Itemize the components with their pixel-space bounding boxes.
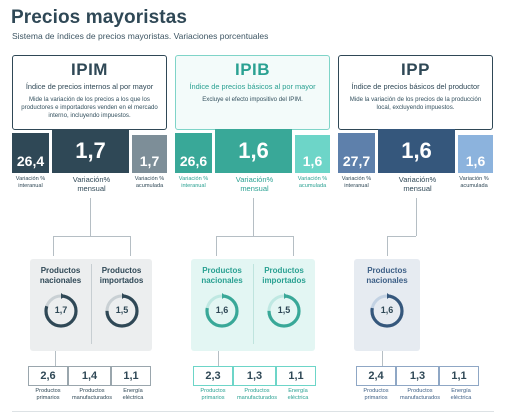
stat-acumulada: 1,7 [132, 135, 167, 173]
progress-ring-icon [205, 293, 239, 328]
stat-interanual: 26,4 [12, 133, 49, 173]
group-nacionales: Productos nacionales 1,6 [191, 259, 253, 351]
tree-connector [293, 236, 294, 256]
index-description: Mide la variación de los precios de la p… [349, 96, 482, 111]
groups-panel: Productos nacionales 1,7 Productos impor… [30, 259, 152, 351]
index-column-ipib: IPIB Índice de precios básicos al por ma… [175, 55, 330, 401]
group-label: Productos nacionales [201, 266, 243, 285]
group-value: 1,5 [115, 305, 129, 315]
breakdown-value: 1,1 [276, 366, 316, 386]
progress-ring-icon [44, 293, 78, 328]
breakdown-value: 2,4 [356, 366, 396, 386]
tree-connector [216, 236, 217, 256]
group-label: Productos nacionales [366, 266, 408, 285]
index-name: Índice de precios básicos al por mayor [189, 82, 316, 91]
breakdown-row: 2,6 1,4 1,1 [28, 366, 151, 386]
group-importados: Productos importados 1,5 [91, 259, 152, 351]
tree-connector [416, 198, 417, 236]
breakdown-label: Productos manufacturados [236, 388, 278, 401]
progress-ring-icon [267, 293, 301, 328]
group-value: 1,7 [54, 305, 68, 315]
index-card-ipp: IPP Índice de precios básicos del produc… [338, 55, 493, 130]
group-nacionales: Productos nacionales 1,7 [30, 259, 91, 351]
tree-connector [53, 236, 54, 256]
breakdown-label: Productos primarios [35, 388, 61, 401]
page-title: Precios mayoristas [11, 7, 188, 28]
tree-connector [387, 236, 416, 237]
breakdown-label: Productos primarios [200, 388, 226, 401]
label-interanual: Variación % interanual [341, 176, 372, 189]
stat-acumulada: 1,6 [458, 135, 493, 173]
group-label: Productos importados [262, 266, 306, 285]
breakdown-value: 1,1 [439, 366, 479, 386]
index-code: IPIB [234, 60, 271, 79]
breakdown-label: Energía eléctrica [450, 388, 472, 401]
group-value: 1,6 [380, 305, 394, 315]
groups-panel: Productos nacionales 1,6 [354, 259, 420, 351]
group-value: 1,5 [277, 305, 291, 315]
tree-connector [90, 198, 91, 236]
group-label: Productos nacionales [39, 266, 82, 285]
breakdown-value: 2,6 [28, 366, 68, 386]
tree-connector [382, 351, 383, 366]
label-acumulada: Variación % acumulada [459, 176, 489, 189]
breakdown-value: 1,4 [68, 366, 111, 386]
divider [91, 264, 92, 344]
breakdown-value: 1,3 [396, 366, 439, 386]
stat-acumulada: 1,6 [295, 135, 330, 173]
breakdown-value: 1,1 [111, 366, 151, 386]
stat-interanual: 26,6 [175, 133, 212, 173]
stat-mensual: 1,7 [52, 129, 129, 173]
breakdown-value: 2,3 [193, 366, 233, 386]
index-card-ipim: IPIM Índice de precios internos al por m… [12, 55, 167, 130]
breakdown-label: Energía eléctrica [122, 388, 144, 401]
group-label: Productos importados [99, 266, 144, 285]
label-interanual: Variación % interanual [178, 176, 209, 189]
tree-connector [55, 351, 56, 366]
label-mensual: Variación% mensual [398, 175, 437, 193]
tree-connector [53, 236, 130, 237]
breakdown-row: 2,4 1,3 1,1 [356, 366, 479, 386]
breakdown-label: Energía eléctrica [287, 388, 309, 401]
index-card-ipib: IPIB Índice de precios básicos al por ma… [175, 55, 330, 130]
group-nacionales: Productos nacionales 1,6 [354, 259, 420, 351]
stat-interanual: 27,7 [338, 133, 375, 173]
divider [253, 264, 254, 344]
breakdown-label: Productos primarios [363, 388, 389, 401]
page-subtitle: Sistema de índices de precios mayoristas… [12, 31, 269, 41]
tree-connector [253, 198, 254, 236]
footer-divider [12, 411, 494, 412]
groups-panel: Productos nacionales 1,6 Productos impor… [191, 259, 315, 351]
index-code: IPP [401, 60, 430, 79]
tree-connector [216, 236, 293, 237]
breakdown-label: Productos manufacturados [399, 388, 441, 401]
index-description: Mide la variación de los precios a los q… [21, 96, 158, 119]
label-mensual: Variación% mensual [235, 175, 274, 193]
breakdown-value: 1,3 [233, 366, 276, 386]
tree-connector [130, 236, 131, 256]
label-mensual: Variación% mensual [72, 175, 111, 193]
index-column-ipim: IPIM Índice de precios internos al por m… [12, 55, 167, 401]
breakdown-row: 2,3 1,3 1,1 [193, 366, 316, 386]
index-name: Índice de precios internos al por mayor [25, 82, 154, 91]
group-importados: Productos importados 1,5 [253, 259, 315, 351]
label-interanual: Variación % interanual [15, 176, 46, 189]
tree-connector [218, 351, 219, 366]
index-column-ipp: IPP Índice de precios básicos del produc… [338, 55, 493, 401]
group-value: 1,6 [215, 305, 229, 315]
progress-ring-icon [370, 293, 404, 328]
index-description: Excluye el efecto impositivo del IPIM. [202, 96, 303, 103]
stat-mensual: 1,6 [215, 129, 292, 173]
breakdown-label: Productos manufacturados [71, 388, 113, 401]
index-name: Índice de precios básicos del productor [351, 82, 480, 91]
label-acumulada: Variación % acumulada [297, 176, 328, 189]
progress-ring-icon [105, 293, 139, 328]
stat-mensual: 1,6 [378, 129, 455, 173]
tree-connector [387, 236, 388, 256]
index-code: IPIM [71, 60, 108, 79]
label-acumulada: Variación % acumulada [134, 176, 165, 189]
